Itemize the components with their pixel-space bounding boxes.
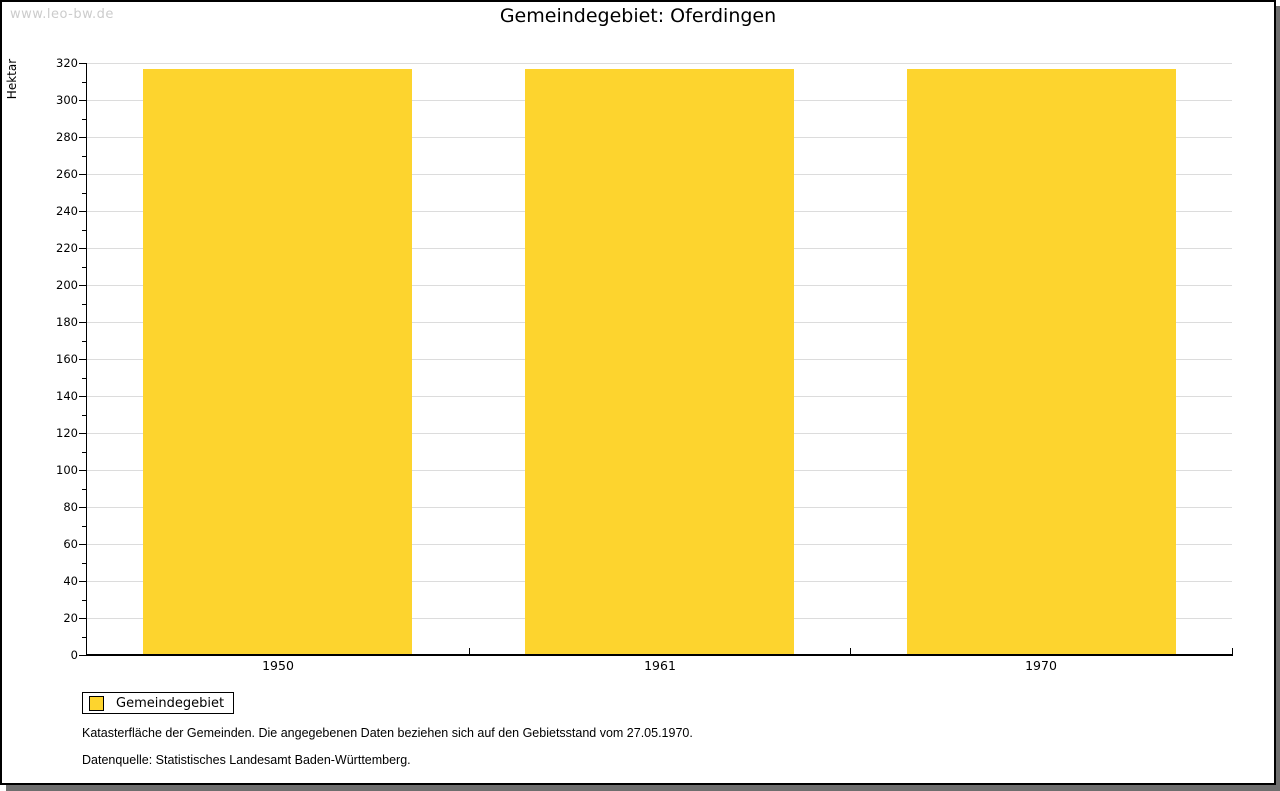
y-tick-label: 180 xyxy=(56,315,78,329)
footer-note: Katasterfläche der Gemeinden. Die angege… xyxy=(82,726,693,740)
y-tick-label: 0 xyxy=(70,648,78,662)
y-gridline xyxy=(87,63,1232,64)
y-tick-label: 200 xyxy=(56,278,78,292)
y-tick-minor xyxy=(82,82,86,83)
x-tick xyxy=(850,648,851,654)
y-tick-label: 80 xyxy=(63,500,78,514)
y-tick-major xyxy=(79,174,86,175)
x-tick xyxy=(1232,648,1233,654)
y-tick-label: 60 xyxy=(63,537,78,551)
y-tick-label: 280 xyxy=(56,130,78,144)
chart-title: Gemeindegebiet: Oferdingen xyxy=(499,5,777,27)
y-tick-major xyxy=(79,211,86,212)
y-tick-minor xyxy=(82,267,86,268)
y-tick-minor xyxy=(82,304,86,305)
y-tick-major xyxy=(79,396,86,397)
legend: Gemeindegebiet xyxy=(82,692,234,714)
y-axis-title: Hektar xyxy=(5,58,19,100)
y-tick-minor xyxy=(82,119,86,120)
y-tick-minor xyxy=(82,341,86,342)
y-tick-major xyxy=(79,470,86,471)
y-tick-minor xyxy=(82,156,86,157)
y-tick-label: 300 xyxy=(56,93,78,107)
y-tick-major xyxy=(79,433,86,434)
y-tick-major xyxy=(79,285,86,286)
y-tick-minor xyxy=(82,526,86,527)
y-tick-label: 40 xyxy=(63,574,78,588)
watermark-text: www.leo-bw.de xyxy=(10,7,114,22)
y-tick-major xyxy=(79,63,86,64)
x-category-label: 1961 xyxy=(644,658,676,673)
y-tick-minor xyxy=(82,489,86,490)
y-tick-major xyxy=(79,359,86,360)
y-tick-label: 260 xyxy=(56,167,78,181)
y-tick-minor xyxy=(82,378,86,379)
bar-1950 xyxy=(143,69,412,655)
y-tick-minor xyxy=(82,637,86,638)
bar-1970 xyxy=(907,69,1176,655)
y-tick-major xyxy=(79,581,86,582)
y-tick-major xyxy=(79,100,86,101)
x-tick xyxy=(469,648,470,654)
y-tick-label: 240 xyxy=(56,204,78,218)
y-tick-label: 320 xyxy=(56,56,78,70)
x-category-label: 1950 xyxy=(262,658,294,673)
y-tick-major xyxy=(79,507,86,508)
y-tick-major xyxy=(79,248,86,249)
y-tick-label: 100 xyxy=(56,463,78,477)
y-tick-minor xyxy=(82,415,86,416)
y-tick-minor xyxy=(82,600,86,601)
y-tick-major xyxy=(79,655,86,656)
legend-label: Gemeindegebiet xyxy=(116,695,225,711)
y-tick-label: 20 xyxy=(63,611,78,625)
x-axis-line xyxy=(86,654,1233,656)
y-tick-major xyxy=(79,544,86,545)
y-tick-label: 120 xyxy=(56,426,78,440)
y-tick-major xyxy=(79,322,86,323)
y-tick-minor xyxy=(82,452,86,453)
y-tick-minor xyxy=(82,193,86,194)
y-tick-label: 140 xyxy=(56,389,78,403)
bar-1961 xyxy=(525,69,794,655)
x-category-label: 1970 xyxy=(1025,658,1057,673)
y-tick-major xyxy=(79,618,86,619)
footer-source: Datenquelle: Statistisches Landesamt Bad… xyxy=(82,753,411,767)
y-tick-minor xyxy=(82,563,86,564)
y-axis-line xyxy=(86,63,87,656)
legend-color-swatch xyxy=(89,695,104,711)
y-tick-label: 220 xyxy=(56,241,78,255)
frame-shadow-right xyxy=(1276,6,1280,791)
frame-shadow-bottom xyxy=(6,785,1280,791)
y-tick-minor xyxy=(82,230,86,231)
y-tick-label: 160 xyxy=(56,352,78,366)
y-tick-major xyxy=(79,137,86,138)
